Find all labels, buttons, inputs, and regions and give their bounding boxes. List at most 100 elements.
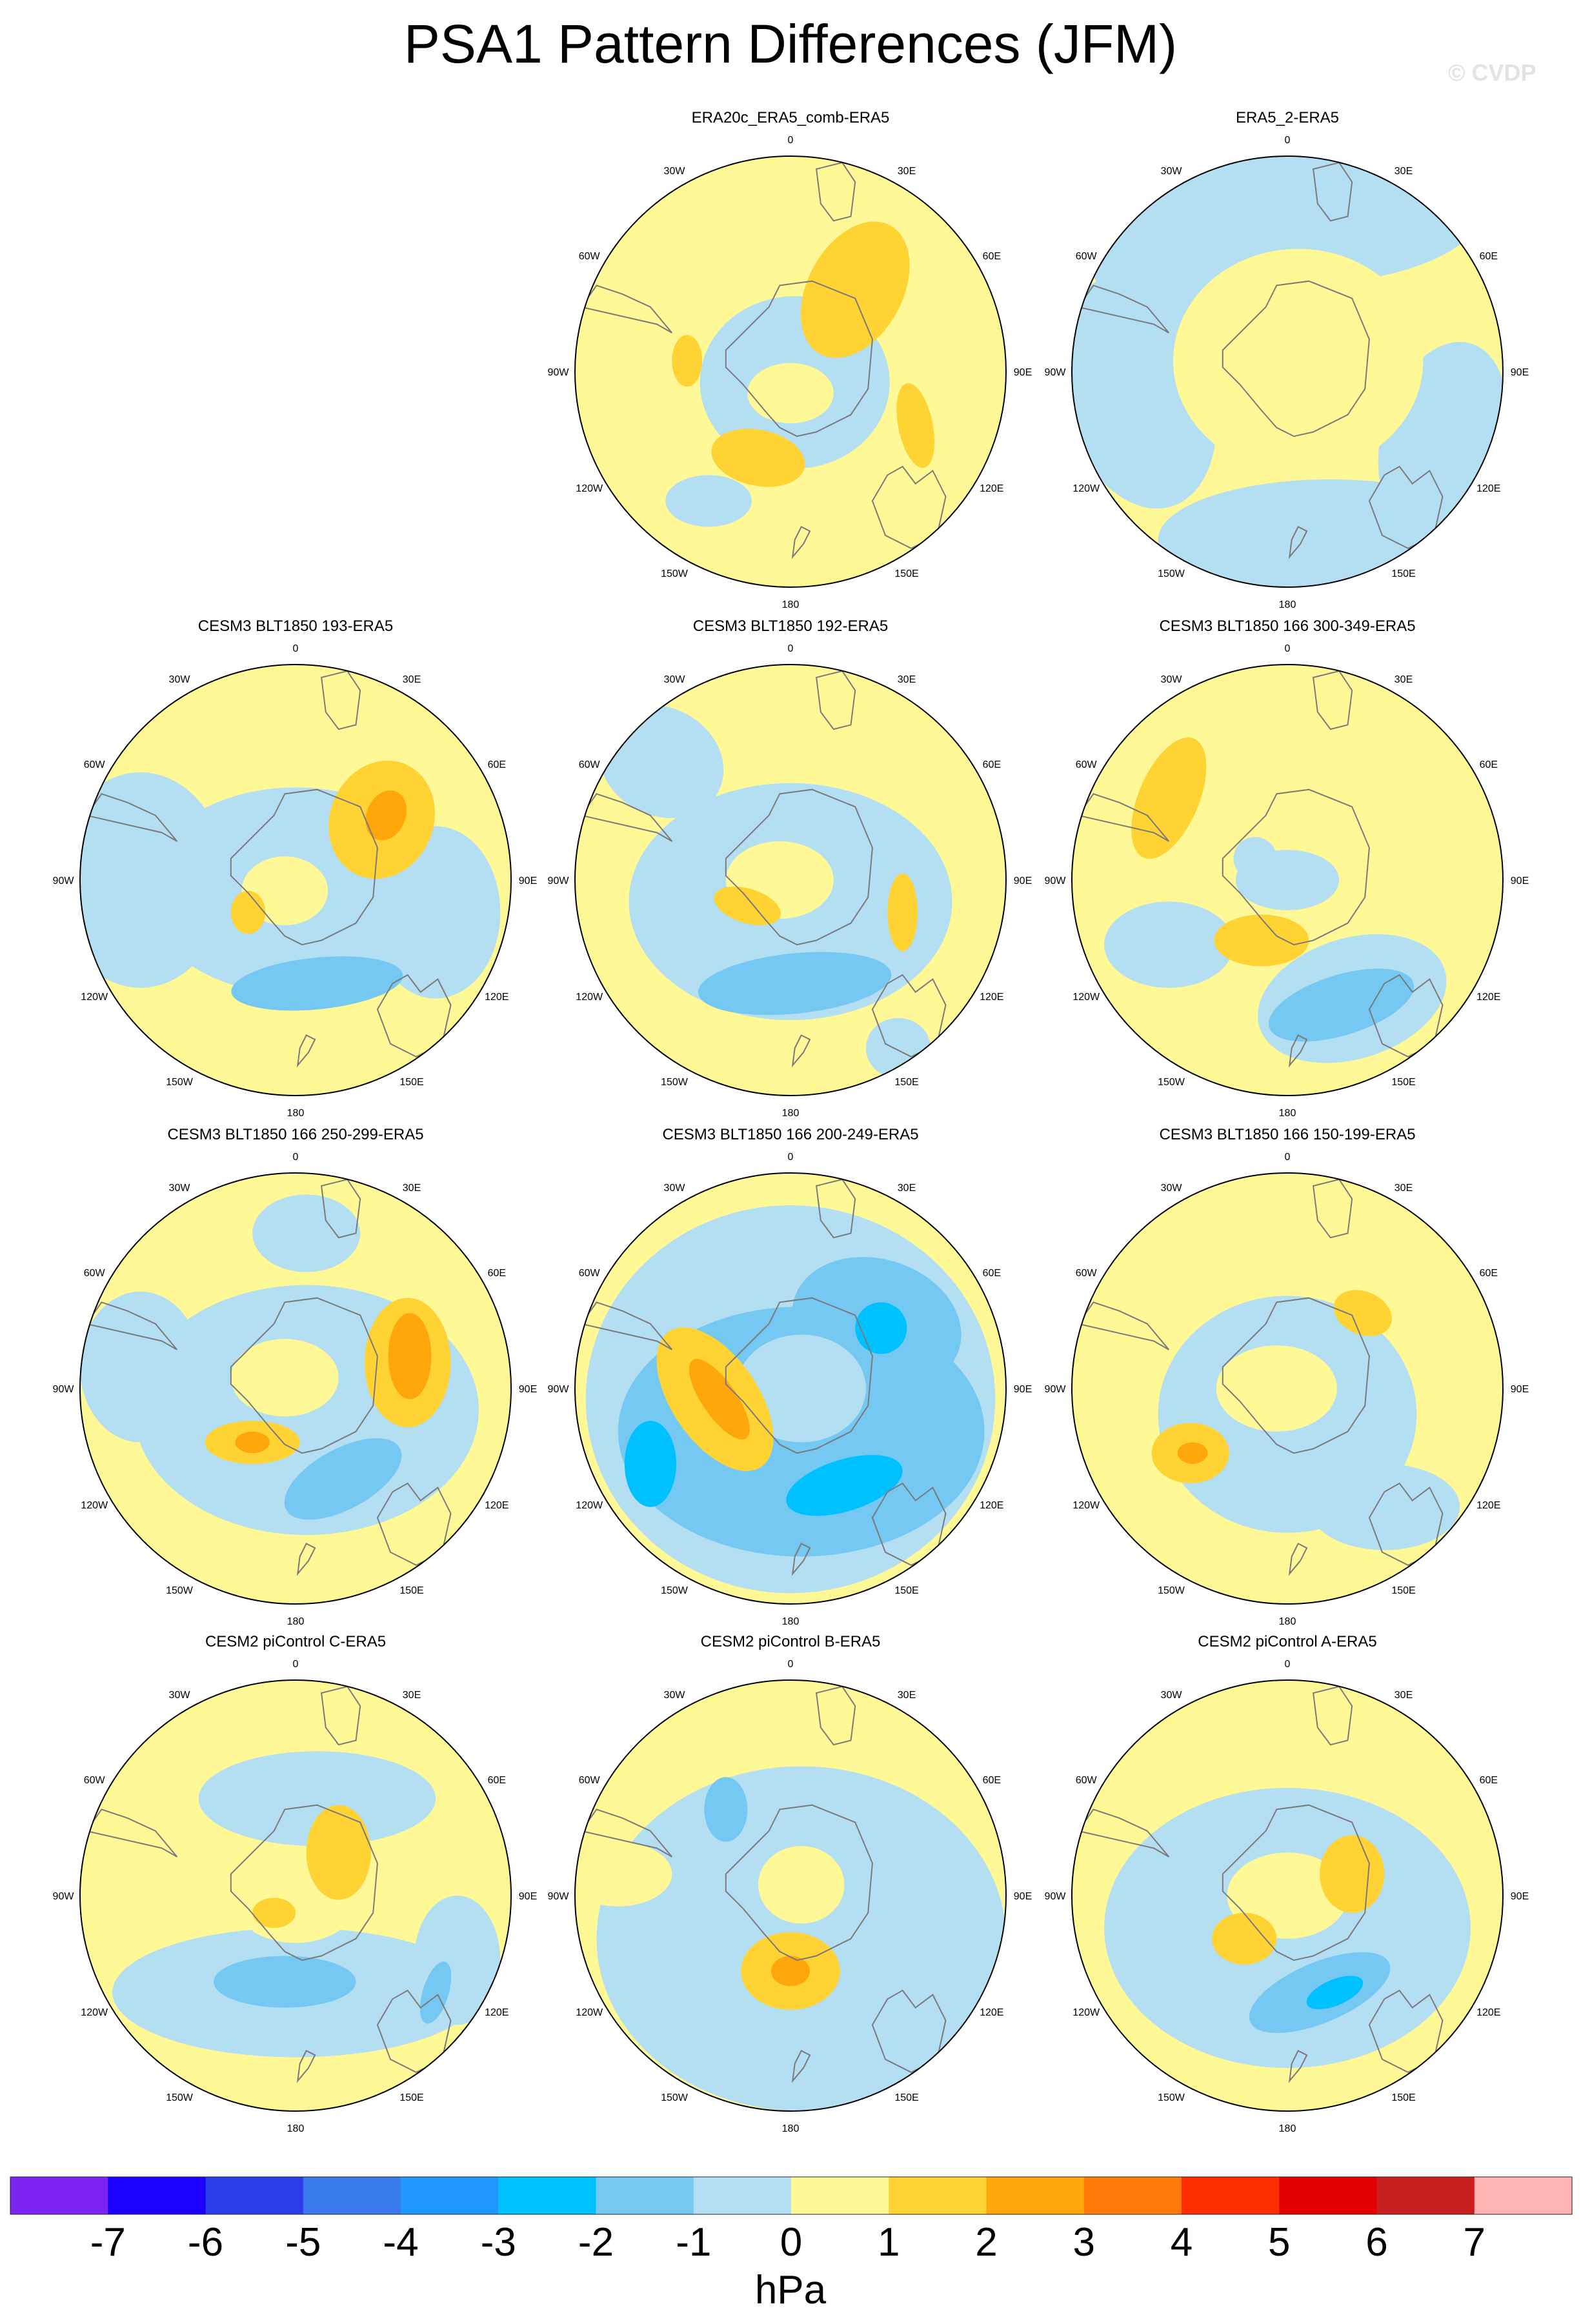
contour-region (896, 383, 935, 468)
colorbar-tick-label: 3 (1073, 2220, 1095, 2265)
colorbar-tick-label: -1 (676, 2220, 711, 2265)
longitude-label: 180 (287, 1108, 305, 1119)
longitude-label: 30W (1161, 674, 1183, 685)
longitude-label: 150W (166, 2092, 194, 2103)
map-boundary (1071, 1679, 1504, 2112)
antarctica-outline (1222, 1297, 1370, 1454)
south-america-outline (1077, 1808, 1170, 1858)
south-america-outline (580, 793, 673, 842)
longitude-label: 150E (1391, 2092, 1415, 2103)
contour-region (284, 1438, 402, 1520)
contour-region (1306, 1976, 1364, 2010)
contour-region (214, 1956, 356, 2008)
colorbar-swatch (693, 2177, 792, 2214)
antarctica-outline (230, 788, 378, 946)
longitude-label: 120W (1072, 1500, 1100, 1511)
map-boundary (574, 155, 1007, 588)
australia-outline (376, 1482, 452, 1567)
longitude-label: 0 (788, 643, 794, 654)
longitude-label: 150E (399, 1585, 423, 1596)
colorbar-swatch (401, 2177, 499, 2214)
colorbar-swatch (791, 2177, 889, 2214)
contour-region (1216, 1345, 1337, 1432)
longitude-label: 0 (293, 643, 299, 654)
contour-region (419, 1961, 452, 2024)
contour-region (714, 887, 781, 926)
south-america-outline (85, 1808, 178, 1858)
contour-region (1104, 901, 1234, 988)
australia-outline (871, 1482, 947, 1567)
longitude-label: 120W (1072, 483, 1100, 494)
south-america-outline (1077, 285, 1170, 334)
longitude-label: 150W (1158, 2092, 1185, 2103)
longitude-label: 120W (1072, 992, 1100, 1003)
longitude-label: 60E (983, 1268, 1001, 1279)
longitude-label: 30W (1161, 1690, 1183, 1701)
longitude-label: 90E (519, 1384, 537, 1395)
colorbar-swatch (303, 2177, 401, 2214)
panel-title: CESM2 piControl B-ERA5 (701, 1633, 881, 1650)
contour-region (80, 772, 227, 988)
australia-outline (1368, 1989, 1444, 2074)
colorbar-tick-label: 5 (1268, 2220, 1290, 2265)
longitude-label: 30W (664, 166, 686, 177)
colorbar-swatch (108, 2177, 206, 2214)
australia-outline (871, 1989, 947, 2074)
new-zealand-outline (791, 1034, 811, 1068)
longitude-label: 30W (664, 1183, 686, 1194)
new-zealand-outline (296, 1034, 316, 1068)
map-panel: CESM2 piControl C-ERA5 0 30E 60E 90E 120E 150E… (53, 1633, 538, 2134)
colorbar-unit: hPa (755, 2268, 827, 2312)
antarctica-outline (1222, 1804, 1370, 1961)
panel-title: ERA5_2-ERA5 (1236, 109, 1339, 126)
map-boundary (1071, 664, 1504, 1096)
colorbar-tick-label: -2 (578, 2220, 614, 2265)
colorbar: -7 -6 -5 -4 -3 -2 -1 0 1 2 3 4 5 6 7 hPa (10, 2176, 1573, 2312)
colorbar-swatch (1474, 2177, 1573, 2214)
colorbar-swatch (986, 2177, 1085, 2214)
south-america-outline (85, 793, 178, 842)
longitude-label: 180 (782, 1616, 800, 1627)
new-zealand-outline (791, 1543, 811, 1576)
new-zealand-outline (296, 2050, 316, 2083)
longitude-label: 60E (488, 1775, 506, 1786)
contour-region (1309, 1463, 1460, 1550)
contour-region (1233, 837, 1277, 880)
australia-outline (376, 974, 452, 1058)
antarctica-outline (725, 1804, 873, 1961)
longitude-label: 90W (548, 367, 570, 378)
australia-outline (1368, 974, 1444, 1058)
longitude-label: 90W (1045, 1384, 1067, 1395)
map-panel: ERA20c_ERA5_comb-ERA5 0 30E 60E 90E 120E 150E 1… (548, 109, 1032, 610)
panel-title: CESM3 BLT1850 166 150-199-ERA5 (1159, 1126, 1415, 1143)
longitude-label: 60W (84, 1268, 106, 1279)
longitude-label: 150W (1158, 568, 1185, 579)
colorbar-tick-label: 7 (1464, 2220, 1485, 2265)
colorbar-tick-label: -5 (285, 2220, 321, 2265)
longitude-label: 30E (403, 1690, 421, 1701)
longitude-label: 120E (980, 992, 1003, 1003)
colorbar-swatch (1279, 2177, 1378, 2214)
longitude-label: 0 (1285, 643, 1291, 654)
colorbar-tick-label: -7 (90, 2220, 126, 2265)
contour-region (252, 1194, 361, 1272)
map-boundary (574, 1172, 1007, 1605)
new-zealand-outline (791, 2050, 811, 2083)
map-panel: CESM2 piControl B-ERA5 0 30E 60E 90E 120E 150E… (548, 1633, 1032, 2134)
contour-region (698, 952, 892, 1016)
longitude-label: 30W (664, 674, 686, 685)
longitude-label: 60E (1480, 251, 1498, 262)
longitude-label: 90W (1045, 876, 1067, 887)
longitude-label: 0 (1285, 1152, 1291, 1163)
map-boundary (574, 664, 1007, 1096)
longitude-label: 120E (980, 1500, 1003, 1511)
longitude-label: 90W (1045, 367, 1067, 378)
longitude-label: 60W (84, 1775, 106, 1786)
longitude-label: 90W (53, 1384, 75, 1395)
longitude-label: 30W (169, 1183, 191, 1194)
longitude-label: 0 (788, 135, 794, 146)
longitude-label: 90E (519, 876, 537, 887)
longitude-label: 120W (81, 992, 108, 1003)
longitude-label: 180 (1279, 1616, 1296, 1627)
new-zealand-outline (1288, 1543, 1308, 1576)
